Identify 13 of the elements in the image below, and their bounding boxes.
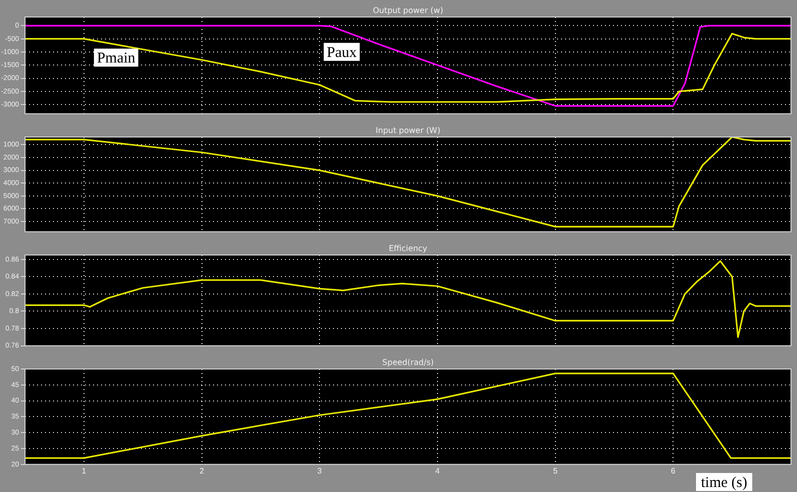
x-tick-label: 1 [82, 466, 87, 476]
x-tick-label: 3 [317, 466, 322, 476]
x-tick-label: 4 [435, 466, 440, 476]
chart-title: Input power (W) [376, 126, 440, 136]
x-tick-label: 6 [670, 466, 676, 476]
x-tick-label: 5 [553, 466, 558, 476]
series-label: Paux [326, 44, 358, 61]
series-label: Pmain [96, 50, 136, 67]
x-tick-label: 2 [200, 466, 205, 476]
chart-title: Speed(rad/s) [382, 358, 434, 368]
x-axis-title: time (s) [701, 474, 748, 491]
chart-title: Efficiency [388, 244, 428, 254]
chart-title: Output power (w) [372, 6, 444, 16]
